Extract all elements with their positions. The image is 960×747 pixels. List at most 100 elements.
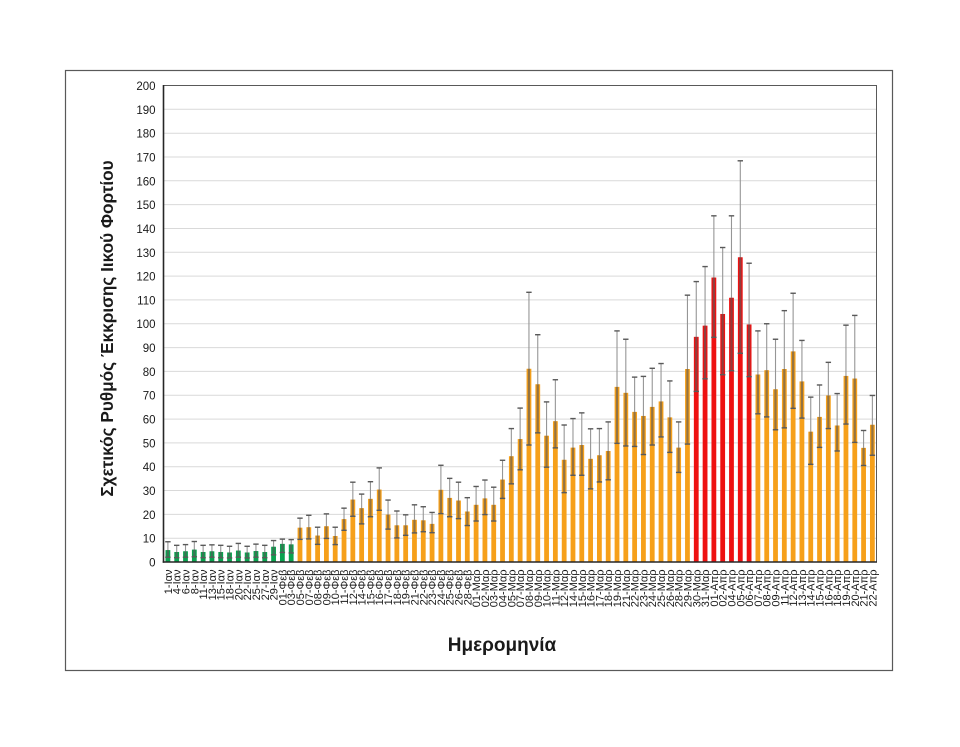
svg-text:110: 110 <box>137 295 155 307</box>
svg-text:26-Μαρ: 26-Μαρ <box>665 570 677 608</box>
svg-text:04-Μαρ: 04-Μαρ <box>498 570 510 608</box>
svg-text:22-Μαρ: 22-Μαρ <box>630 570 642 608</box>
svg-text:12-Απρ: 12-Απρ <box>788 570 800 607</box>
svg-text:24-Φεβ: 24-Φεβ <box>436 570 448 606</box>
svg-text:15-Φεβ: 15-Φεβ <box>365 570 377 606</box>
svg-text:28-Φεβ: 28-Φεβ <box>462 570 474 606</box>
svg-text:21-Μαρ: 21-Μαρ <box>621 570 633 608</box>
svg-text:01-Φεβ: 01-Φεβ <box>277 570 289 606</box>
svg-text:0: 0 <box>149 558 155 570</box>
svg-text:25-Ιαν: 25-Ιαν <box>251 569 263 600</box>
svg-text:14-Φεβ: 14-Φεβ <box>357 570 369 606</box>
svg-text:18-Απρ: 18-Απρ <box>832 570 844 607</box>
svg-text:29-Μαρ: 29-Μαρ <box>682 570 694 608</box>
svg-text:10: 10 <box>143 534 156 546</box>
svg-text:21-Φεβ: 21-Φεβ <box>409 570 421 606</box>
svg-text:4-Ιαν: 4-Ιαν <box>172 569 184 594</box>
svg-text:18-Φεβ: 18-Φεβ <box>392 570 404 606</box>
svg-text:03-Φεβ: 03-Φεβ <box>286 570 298 606</box>
svg-text:05-Φεβ: 05-Φεβ <box>295 570 307 606</box>
svg-text:29-Ιαν: 29-Ιαν <box>269 569 281 600</box>
svg-text:22-Απρ: 22-Απρ <box>867 570 879 607</box>
svg-text:18-Μαρ: 18-Μαρ <box>603 570 615 608</box>
svg-text:90: 90 <box>143 343 156 355</box>
svg-text:09-Φεβ: 09-Φεβ <box>321 570 333 606</box>
svg-text:31-Μαρ: 31-Μαρ <box>700 570 712 608</box>
svg-text:03-Μαρ: 03-Μαρ <box>489 570 501 608</box>
svg-text:22-Ιαν: 22-Ιαν <box>242 569 254 600</box>
svg-text:200: 200 <box>136 81 155 93</box>
svg-text:13-Ιαν: 13-Ιαν <box>207 569 219 600</box>
svg-text:22-Φεβ: 22-Φεβ <box>418 570 430 606</box>
svg-text:30: 30 <box>143 486 156 498</box>
svg-text:09-Μαρ: 09-Μαρ <box>533 570 545 608</box>
svg-text:6-Ιαν: 6-Ιαν <box>181 569 193 594</box>
svg-text:24-Μαρ: 24-Μαρ <box>647 570 659 608</box>
svg-text:130: 130 <box>136 248 155 260</box>
svg-text:08-Φεβ: 08-Φεβ <box>313 570 325 606</box>
svg-text:15-Ιαν: 15-Ιαν <box>216 569 228 600</box>
svg-text:15-Μαρ: 15-Μαρ <box>577 570 589 608</box>
svg-text:120: 120 <box>136 272 155 284</box>
svg-text:20-Ιαν: 20-Ιαν <box>233 569 245 600</box>
svg-text:1-Ιαν: 1-Ιαν <box>163 569 175 594</box>
svg-text:07-Απρ: 07-Απρ <box>753 570 765 607</box>
svg-text:12-Μαρ: 12-Μαρ <box>559 570 571 608</box>
svg-text:30-Μαρ: 30-Μαρ <box>691 570 703 608</box>
svg-text:14-Μαρ: 14-Μαρ <box>568 570 580 608</box>
svg-text:09-Απρ: 09-Απρ <box>771 570 783 607</box>
svg-text:19-Μαρ: 19-Μαρ <box>612 570 624 608</box>
svg-text:23-Φεβ: 23-Φεβ <box>427 570 439 606</box>
svg-text:60: 60 <box>143 415 156 427</box>
svg-text:Σχετικός Ρυθμός Έκκρισης Ιικού: Σχετικός Ρυθμός Έκκρισης Ιικού Φορτίου <box>97 160 117 496</box>
svg-text:19-Φεβ: 19-Φεβ <box>401 570 413 606</box>
svg-text:11-Ιαν: 11-Ιαν <box>198 569 210 599</box>
svg-text:20-Απρ: 20-Απρ <box>850 570 862 607</box>
svg-text:11-Μαρ: 11-Μαρ <box>550 570 562 607</box>
svg-text:02-Μαρ: 02-Μαρ <box>480 570 492 608</box>
svg-text:04-Απρ: 04-Απρ <box>726 570 738 607</box>
svg-text:06-Απρ: 06-Απρ <box>744 570 756 607</box>
svg-text:8-Ιαν: 8-Ιαν <box>189 569 201 594</box>
svg-text:17-Φεβ: 17-Φεβ <box>383 570 395 606</box>
svg-text:05-Μαρ: 05-Μαρ <box>506 570 518 608</box>
svg-text:25-Μαρ: 25-Μαρ <box>656 570 668 608</box>
svg-text:160: 160 <box>136 176 155 188</box>
svg-text:40: 40 <box>143 462 156 474</box>
svg-text:11-Απρ: 11-Απρ <box>779 570 791 606</box>
svg-text:16-Μαρ: 16-Μαρ <box>586 570 598 608</box>
svg-text:170: 170 <box>136 153 155 165</box>
svg-text:26-Φεβ: 26-Φεβ <box>454 570 466 606</box>
svg-text:16-Φεβ: 16-Φεβ <box>374 570 386 606</box>
svg-text:16-Απρ: 16-Απρ <box>823 570 835 607</box>
svg-text:180: 180 <box>136 129 155 141</box>
svg-text:27-Ιαν: 27-Ιαν <box>260 569 272 600</box>
svg-text:07-Μαρ: 07-Μαρ <box>515 570 527 608</box>
svg-text:07-Φεβ: 07-Φεβ <box>304 570 316 606</box>
svg-text:11-Φεβ: 11-Φεβ <box>339 570 351 605</box>
svg-text:20: 20 <box>143 510 156 522</box>
svg-text:17-Μαρ: 17-Μαρ <box>594 570 606 608</box>
svg-text:80: 80 <box>143 367 156 379</box>
svg-text:70: 70 <box>143 391 156 403</box>
svg-text:150: 150 <box>136 200 155 212</box>
svg-text:100: 100 <box>136 319 155 331</box>
svg-text:02-Απρ: 02-Απρ <box>718 570 730 607</box>
svg-text:190: 190 <box>136 105 155 117</box>
svg-text:25-Φεβ: 25-Φεβ <box>445 570 457 606</box>
svg-text:10-Μαρ: 10-Μαρ <box>542 570 554 608</box>
svg-text:08-Μαρ: 08-Μαρ <box>524 570 536 608</box>
svg-text:28-Μαρ: 28-Μαρ <box>674 570 686 608</box>
svg-text:15-Απρ: 15-Απρ <box>815 570 827 607</box>
svg-text:05-Απρ: 05-Απρ <box>735 570 747 607</box>
svg-text:18-Ιαν: 18-Ιαν <box>225 569 237 600</box>
svg-text:01-Μαρ: 01-Μαρ <box>471 570 483 608</box>
svg-text:10-Φεβ: 10-Φεβ <box>330 570 342 606</box>
svg-text:23-Μαρ: 23-Μαρ <box>638 570 650 608</box>
svg-text:12-Φεβ: 12-Φεβ <box>348 570 360 606</box>
svg-text:Ημερομηνία: Ημερομηνία <box>448 635 557 656</box>
svg-text:14-Απρ: 14-Απρ <box>806 570 818 607</box>
svg-text:50: 50 <box>143 438 156 450</box>
svg-text:13-Απρ: 13-Απρ <box>797 570 809 607</box>
svg-text:19-Απρ: 19-Απρ <box>841 570 853 607</box>
